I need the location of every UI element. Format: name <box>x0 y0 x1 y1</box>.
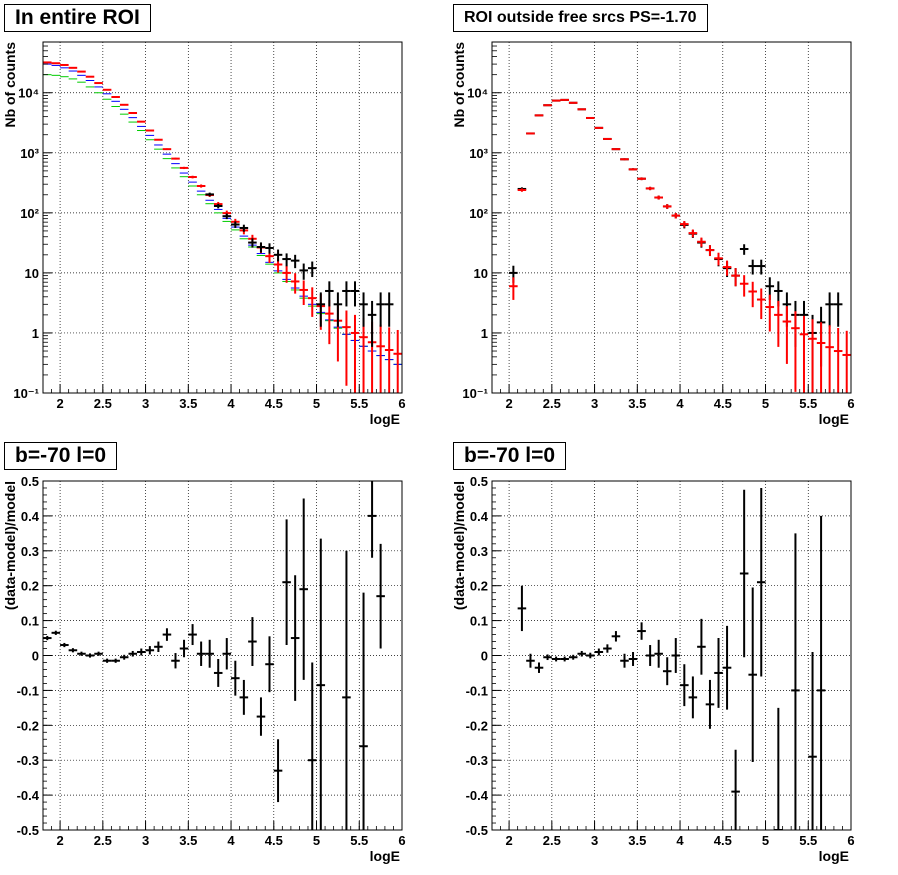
y-tick-label: 10⁴ <box>467 86 488 101</box>
x-tick-label: 4 <box>227 833 235 848</box>
chart-svg: 2 2.5 3 3.5 4 4.5 5 5.5 6 10⁻¹ 1 10 10² 10³ 10⁴ logE Nb … <box>2 41 406 427</box>
y-tick-label: -0.5 <box>17 823 39 838</box>
y-tick-label: 0 <box>481 649 488 664</box>
y-tick-label: 10 <box>25 266 39 281</box>
y-tick-label: 10⁻¹ <box>13 386 39 401</box>
x-axis-label: logE <box>370 848 400 864</box>
x-tick-label: 2 <box>56 396 63 411</box>
y-tick-label: 0.3 <box>21 544 39 559</box>
x-tick-label: 2.5 <box>543 833 561 848</box>
x-tick-label: 6 <box>847 833 854 848</box>
x-tick-label: 4.5 <box>265 396 283 411</box>
x-tick-label: 2.5 <box>94 396 112 411</box>
y-tick-label: -0.1 <box>466 683 488 698</box>
x-tick-label: 4 <box>227 396 235 411</box>
x-tick-label: 4.5 <box>714 833 732 848</box>
chart-panel-roi-outside: 2 2.5 3 3.5 4 4.5 5 5.5 6 10⁻¹ 1 10 10² 10³ 10⁴ logE Nb … <box>449 0 898 438</box>
y-tick-label: 1 <box>32 326 39 341</box>
chart-panel-residual-left: 2 2.5 3 3.5 4 4.5 5 5.5 6 -0.5 -0.4 -0.3 -0.2 -0.1 0 0.… <box>0 438 449 875</box>
y-tick-label: 0.4 <box>21 509 40 524</box>
x-tick-label: 4 <box>676 396 684 411</box>
x-tick-label: 5 <box>762 396 769 411</box>
x-tick-label: 3.5 <box>179 833 197 848</box>
x-tick-label: 5 <box>313 833 320 848</box>
x-tick-label: 3 <box>591 396 598 411</box>
y-tick-label: 10 <box>474 266 488 281</box>
y-tick-label: -0.4 <box>466 788 489 803</box>
y-tick-label: 0.5 <box>21 474 39 489</box>
x-tick-label: 3 <box>142 396 149 411</box>
y-tick-label: 10² <box>469 206 488 221</box>
chart-svg: 2 2.5 3 3.5 4 4.5 5 5.5 6 10⁻¹ 1 10 10² 10³ 10⁴ logE Nb … <box>451 41 855 427</box>
y-tick-label: 0 <box>32 649 39 664</box>
y-tick-label: 10⁴ <box>18 86 39 101</box>
plot-area <box>517 487 826 830</box>
y-tick-label: 0.4 <box>470 509 489 524</box>
x-tick-label: 3.5 <box>628 396 646 411</box>
y-tick-label: -0.3 <box>466 753 488 768</box>
y-axis-label: (data-model)/model <box>2 481 18 610</box>
x-tick-label: 3.5 <box>628 833 646 848</box>
plot-area <box>509 98 851 393</box>
y-tick-label: 10⁻¹ <box>462 386 488 401</box>
x-tick-label: 5 <box>313 396 320 411</box>
x-tick-label: 5 <box>762 833 769 848</box>
x-tick-label: 2 <box>56 833 63 848</box>
y-tick-label: -0.4 <box>17 788 40 803</box>
chart-title: b=-70 l=0 <box>453 442 567 470</box>
chart-panel-residual-right: 2 2.5 3 3.5 4 4.5 5 5.5 6 -0.5 -0.4 -0.3 -0.2 -0.1 0 0.… <box>449 438 898 875</box>
y-axis-label: (data-model)/model <box>451 481 467 610</box>
y-tick-label: -0.2 <box>17 718 39 733</box>
x-tick-label: 4 <box>676 833 684 848</box>
y-tick-label: 0.1 <box>21 614 39 629</box>
plot-area <box>43 481 385 830</box>
plot-frame <box>42 480 403 831</box>
x-tick-label: 4.5 <box>265 833 283 848</box>
plot-frame <box>42 41 403 394</box>
chart-title: b=-70 l=0 <box>4 442 118 470</box>
y-tick-label: 1 <box>481 326 488 341</box>
x-tick-label: 5.5 <box>350 396 368 411</box>
x-axis-label: logE <box>819 411 849 427</box>
x-tick-label: 6 <box>847 396 854 411</box>
x-axis-label: logE <box>370 411 400 427</box>
x-tick-label: 3 <box>591 833 598 848</box>
y-tick-label: 10³ <box>20 146 39 161</box>
y-tick-label: 0.2 <box>470 579 488 594</box>
x-tick-label: 6 <box>398 833 405 848</box>
chart-svg: 2 2.5 3 3.5 4 4.5 5 5.5 6 -0.5 -0.4 -0.3 -0.2 -0.1 0 0.… <box>451 474 855 864</box>
x-tick-label: 3.5 <box>179 396 197 411</box>
y-tick-label: 0.1 <box>470 614 488 629</box>
x-tick-label: 2 <box>505 396 512 411</box>
plot-area <box>43 61 402 393</box>
x-tick-label: 2.5 <box>94 833 112 848</box>
chart-title: ROI outside free srcs PS=-1.70 <box>453 4 708 32</box>
x-tick-label: 3 <box>142 833 149 848</box>
x-tick-label: 5.5 <box>799 396 817 411</box>
chart-svg: 2 2.5 3 3.5 4 4.5 5 5.5 6 -0.5 -0.4 -0.3 -0.2 -0.1 0 0.… <box>2 474 406 864</box>
x-axis-label: logE <box>819 848 849 864</box>
y-tick-label: 0.2 <box>21 579 39 594</box>
y-tick-label: -0.1 <box>17 683 39 698</box>
y-tick-label: 10³ <box>469 146 488 161</box>
y-axis-label: Nb of counts <box>451 42 467 128</box>
x-tick-label: 2.5 <box>543 396 561 411</box>
plot-frame <box>491 41 852 394</box>
x-tick-label: 4.5 <box>714 396 732 411</box>
y-tick-label: -0.3 <box>17 753 39 768</box>
x-tick-label: 5.5 <box>799 833 817 848</box>
y-tick-label: 0.5 <box>470 474 488 489</box>
y-tick-label: -0.2 <box>466 718 488 733</box>
x-tick-label: 2 <box>505 833 512 848</box>
x-tick-label: 6 <box>398 396 405 411</box>
x-tick-label: 5.5 <box>350 833 368 848</box>
y-tick-label: -0.5 <box>466 823 488 838</box>
chart-title: In entire ROI <box>4 4 151 32</box>
y-axis-label: Nb of counts <box>2 42 18 128</box>
y-tick-label: 10² <box>20 206 39 221</box>
y-tick-label: 0.3 <box>470 544 488 559</box>
chart-panel-entire-roi: 2 2.5 3 3.5 4 4.5 5 5.5 6 10⁻¹ 1 10 10² 10³ 10⁴ logE Nb … <box>0 0 449 438</box>
